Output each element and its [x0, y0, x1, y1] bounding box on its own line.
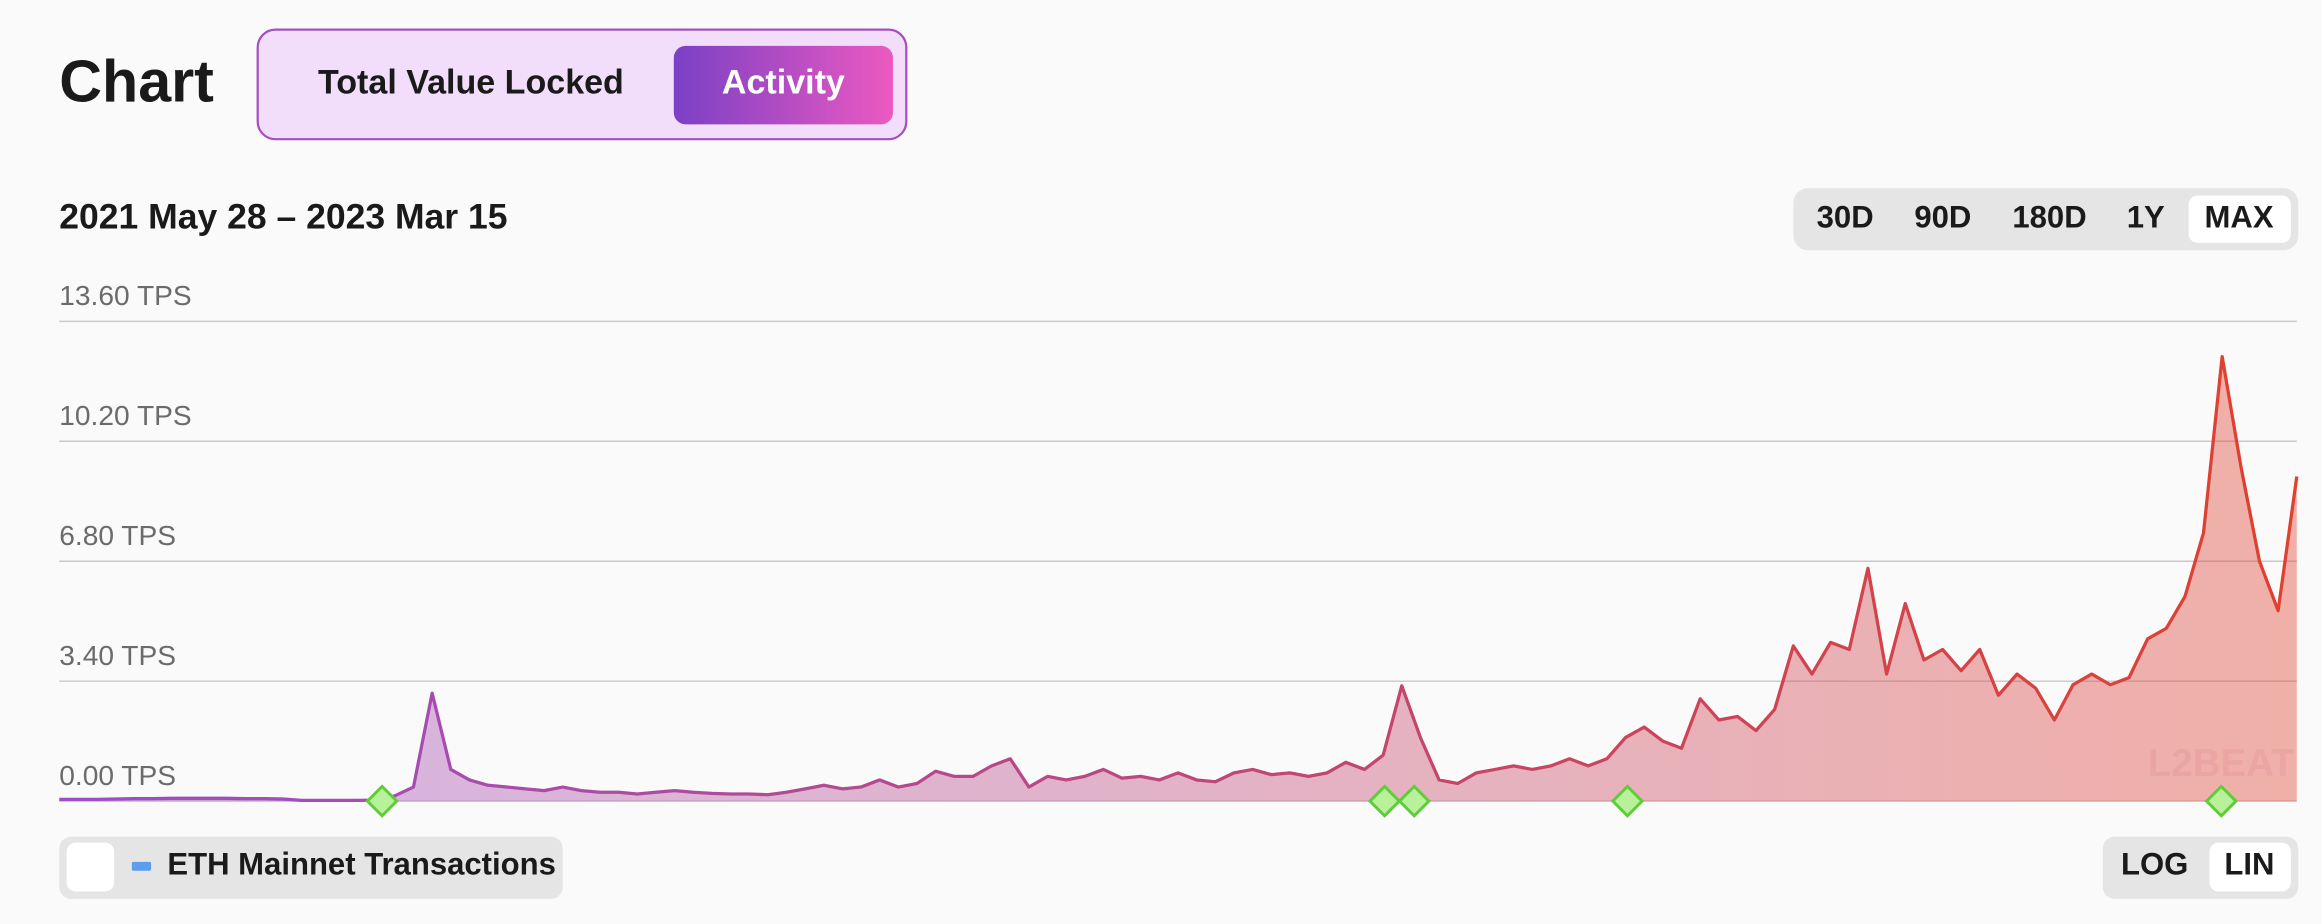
- tab-active[interactable]: [673, 45, 893, 125]
- y-tick-label: 3.40 TPS: [59, 640, 176, 671]
- time-button[interactable]: MAX: [2205, 199, 2274, 234]
- y-tick-label: 13.60 TPS: [59, 280, 191, 311]
- y-tick-label: 10.20 TPS: [59, 400, 191, 431]
- scale-button-active[interactable]: [2209, 842, 2291, 892]
- scale-button[interactable]: LOG: [2121, 847, 2188, 882]
- y-tick-label: 6.80 TPS: [59, 520, 176, 551]
- checkbox[interactable]: [66, 842, 115, 892]
- line: [59, 354, 2299, 803]
- milestones: [365, 784, 2239, 818]
- range-label: 2021 May 28 – 2023 Mar 15: [59, 197, 507, 237]
- scale-button[interactable]: LIN: [2224, 847, 2274, 882]
- y-tick-label: 0.00 TPS: [59, 760, 176, 791]
- milestone[interactable]: [1397, 784, 1431, 818]
- time-button-active[interactable]: [2188, 195, 2291, 243]
- milestone[interactable]: [1610, 784, 1645, 818]
- milestone[interactable]: [365, 784, 399, 818]
- page-title: Chart: [59, 48, 214, 115]
- area: [59, 356, 2297, 802]
- toggle-label: ETH Mainnet Transactions: [167, 847, 556, 882]
- time-button[interactable]: 30D: [1817, 199, 1874, 234]
- time-button[interactable]: 90D: [1914, 199, 1971, 234]
- plot: 0.00 TPS 3.40 TPS 6.80 TPS 10.20 TPS 13.60 T…: [59, 280, 2299, 803]
- toggle[interactable]: [59, 836, 563, 899]
- tab[interactable]: Activity: [722, 63, 845, 101]
- milestone[interactable]: [1367, 784, 1402, 818]
- watermark: L2BEAT: [2148, 742, 2295, 785]
- milestone[interactable]: [2204, 784, 2239, 818]
- time-button[interactable]: 1Y: [2127, 199, 2165, 234]
- time-buttons: [1793, 188, 2299, 251]
- legend-swatch: [131, 861, 152, 871]
- tab[interactable]: Total Value Locked: [318, 63, 624, 101]
- time-button[interactable]: 180D: [2012, 199, 2086, 234]
